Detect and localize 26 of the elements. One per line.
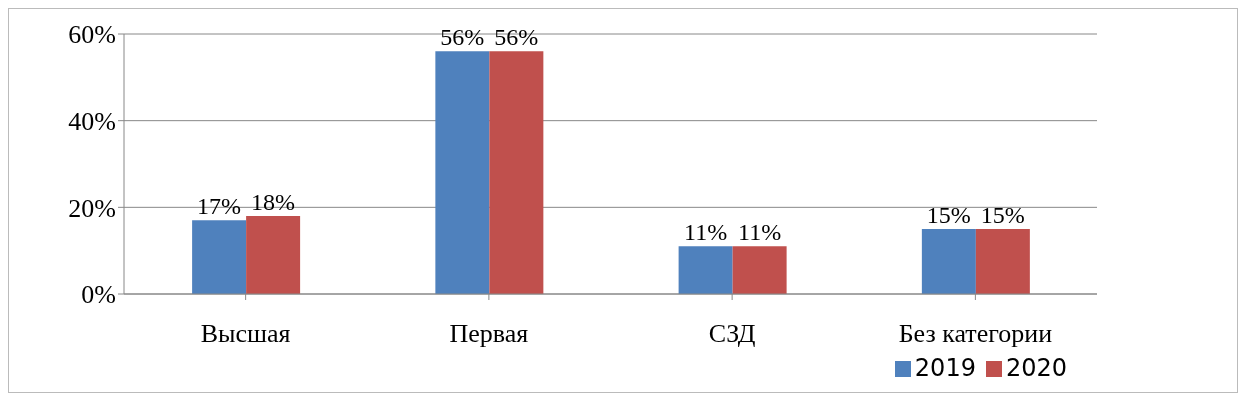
bar [921,229,976,294]
bar [192,220,247,294]
bar [975,229,1030,294]
legend-label: 2019 [914,354,976,382]
bar [246,216,301,294]
y-tick-label: 0% [81,280,116,310]
y-tick-label: 60% [68,20,116,50]
x-tick-label: Первая [449,319,529,349]
y-tick-label: 20% [68,193,116,223]
data-label: 56% [494,24,539,51]
x-tick-label: СЗД [708,319,756,349]
y-tick-label: 40% [68,106,116,136]
legend-label: 2020 [1005,354,1067,382]
data-label: 11% [684,219,728,246]
bar [435,51,490,294]
data-label: 15% [980,202,1025,228]
bar [678,246,733,294]
data-label: 11% [738,219,782,246]
bar [732,246,787,294]
data-label: 17% [197,193,242,220]
x-tick-label: Высшая [200,319,291,349]
data-label: 18% [251,189,296,215]
bar [489,51,544,294]
data-label: 56% [440,24,485,51]
data-label: 15% [926,202,971,228]
x-tick-label: Без категории [898,319,1053,349]
